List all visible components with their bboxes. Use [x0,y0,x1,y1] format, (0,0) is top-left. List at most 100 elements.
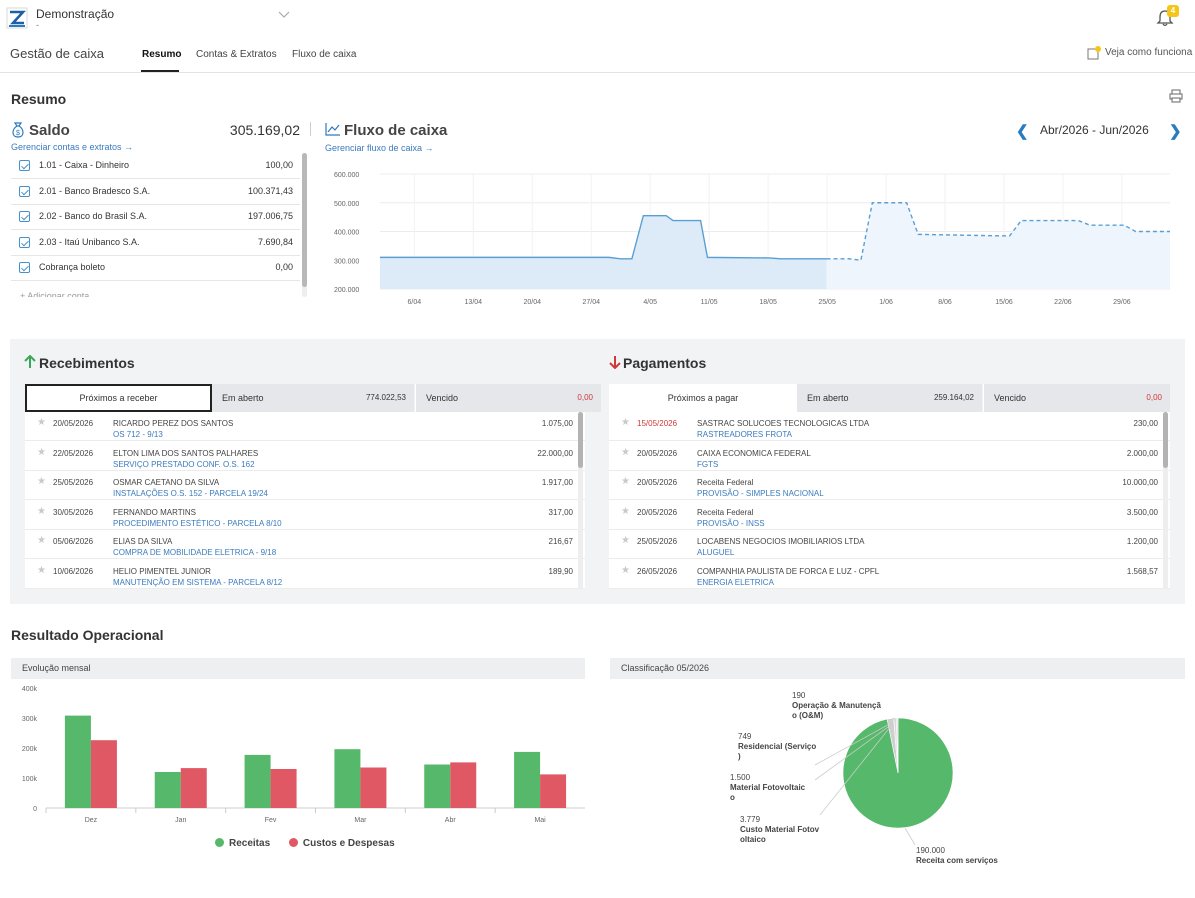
item-description[interactable]: PROVISÃO - SIMPLES NACIONAL [697,489,824,499]
item-name: SASTRAC SOLUCOES TECNOLOGICAS LTDA [697,419,870,428]
star-icon[interactable]: ★ [621,446,630,458]
y-tick-label: 200k [22,746,38,753]
list-item[interactable]: ★ 20/05/2026 RICARDO PEREZ DOS SANTOS OS 71… [25,412,585,441]
star-icon[interactable]: ★ [621,505,630,517]
list-item[interactable]: ★ 26/05/2026 COMPANHIA PAULISTA DE FORCA E… [609,560,1170,589]
tab-vencido-receber[interactable]: Vencido 0,00 [415,384,601,412]
x-tick-label: 29/06 [1113,299,1131,306]
star-icon[interactable]: ★ [621,565,630,576]
next-period-button[interactable]: ❯ [1169,123,1182,140]
item-description[interactable]: INSTALAÇÕES O.S. 152 - PARCELA 19/24 [113,489,268,499]
account-row[interactable]: 2.02 - Banco do Brasil S.A. 197.006,75 [11,204,300,231]
tab-amount: 259.164,02 [933,393,974,402]
account-checkbox[interactable] [19,211,30,223]
star-icon[interactable]: ★ [37,446,46,458]
line-chart-icon [325,123,340,136]
list-item[interactable]: ★ 25/05/2026 OSMAR CAETANO DA SILVA INSTALA… [25,471,585,501]
scrollbar-thumb[interactable] [302,153,307,287]
company-name[interactable]: Demonstração [36,7,115,21]
item-name: RICARDO PEREZ DOS SANTOS [113,419,234,428]
legend-custos[interactable]: Custos e Despesas [302,838,395,849]
star-icon[interactable]: ★ [37,565,46,576]
account-checkbox[interactable] [19,236,30,248]
pie-leader-line [889,717,896,721]
star-icon[interactable]: ★ [37,476,46,488]
x-tick-label: 27/04 [582,299,600,306]
bar [244,754,271,808]
scrollbar-thumb[interactable] [578,412,583,468]
account-row[interactable]: Cobrança boleto 0,00 [11,255,300,282]
list-item[interactable]: ★ 22/05/2026 ELTON LIMA DOS SANTOS PALHARE… [25,442,585,471]
item-description[interactable]: ENERGIA ELETRICA [697,578,774,587]
item-description[interactable]: SERVIÇO PRESTADO CONF. O.S. 162 [113,459,255,469]
item-description[interactable]: PROCEDIMENTO ESTÉTICO - PARCELA 8/10 [113,518,282,528]
tab-proximos-pagar[interactable]: Próximos a pagar [609,384,797,412]
list-item[interactable]: ★ 25/05/2026 LOCABENS NEGOCIOS IMOBILIARIO… [609,530,1170,560]
add-account-link[interactable]: + Adicionar conta [20,291,90,297]
star-icon[interactable]: ★ [621,417,630,428]
list-item[interactable]: ★ 05/06/2026 ELIAS DA SILVA COMPRA DE MOBIL… [25,530,585,560]
star-icon[interactable]: ★ [37,505,46,517]
item-description[interactable]: COMPRA DE MOBILIDADE ELETRICA - 9/18 [113,548,277,558]
account-checkbox[interactable] [19,185,30,197]
star-icon[interactable]: ★ [37,417,46,428]
item-description[interactable]: ALUGUEL [697,548,735,558]
list-item[interactable]: ★ 20/05/2026 Receita Federal PROVISÃO - SIM… [609,471,1170,501]
tab-contas-extratos[interactable]: Contas & Extratos [196,49,277,60]
item-amount: 3.500,00 [1126,507,1158,517]
pie-label-text: ) [738,752,741,761]
account-balance: 100,00 [265,160,293,170]
account-checkbox[interactable] [19,160,30,171]
account-checkbox[interactable] [19,262,30,274]
book-icon[interactable] [1087,46,1101,60]
tab-resumo[interactable]: Resumo [142,49,182,60]
item-description[interactable]: FGTS [697,459,719,469]
tab-proximos-receber[interactable]: Próximos a receber [25,384,212,412]
star-icon[interactable]: ★ [37,535,46,547]
item-amount: 216,67 [548,537,573,547]
prev-period-button[interactable]: ❮ [1016,123,1029,140]
list-item[interactable]: ★ 20/05/2026 CAIXA ECONOMICA FEDERAL FGTS 2.… [609,442,1170,471]
manage-fluxo-link[interactable]: Gerenciar fluxo de caixa → [325,143,434,153]
item-description[interactable]: MANUTENÇÃO EM SISTEMA - PARCELA 8/12 [113,578,283,587]
list-item[interactable]: ★ 30/05/2026 FERNANDO MARTINS PROCEDIMENTO … [25,501,585,530]
legend-receitas[interactable]: Receitas [229,838,271,849]
tab-em-aberto-receber[interactable]: Em aberto 774.022,53 [212,384,414,412]
tab-em-aberto-pagar[interactable]: Em aberto 259.164,02 [797,384,982,412]
recebimentos-scrollbar[interactable] [578,412,583,589]
account-row[interactable]: 1.01 - Caixa - Dinheiro 100,00 [11,153,300,179]
notification-badge: 4 [1167,5,1179,17]
account-name: 1.01 - Caixa - Dinheiro [39,160,130,170]
item-description[interactable]: PROVISÃO - INSS [697,518,765,528]
pie-label-text: o [730,793,735,802]
help-link[interactable]: Veja como funciona [1105,47,1193,58]
chevron-down-icon[interactable] [278,8,290,20]
item-description[interactable]: RASTREADORES FROTA [697,430,792,439]
item-description[interactable]: OS 712 - 9/13 [113,430,163,439]
list-item[interactable]: ★ 20/05/2026 Receita Federal PROVISÃO - INS… [609,501,1170,530]
scrollbar-thumb[interactable] [1163,412,1168,468]
item-name: OSMAR CAETANO DA SILVA [113,478,220,488]
star-icon[interactable]: ★ [621,476,630,488]
page-title: Gestão de caixa [10,46,104,61]
manage-accounts-link[interactable]: Gerenciar contas e extratos → [11,142,134,152]
item-name: Receita Federal [697,478,754,488]
pagamentos-scrollbar[interactable] [1163,412,1168,589]
tab-fluxo-de-caixa[interactable]: Fluxo de caixa [292,49,357,60]
tab-vencido-pagar[interactable]: Vencido 0,00 [983,384,1170,412]
account-list-scrollbar[interactable] [302,153,307,297]
star-icon[interactable]: ★ [621,535,630,547]
account-row[interactable]: 2.01 - Banco Bradesco S.A. 100.371,43 [11,179,300,205]
divider [310,122,311,136]
bar [424,764,451,808]
fluxo-chart: 600.000 500.000 400.000 300.000 200.000 6/04 1… [334,172,1170,306]
account-row[interactable]: 2.03 - Itaú Unibanco S.A. 7.690,84 [11,230,300,256]
list-item[interactable]: ★ 10/06/2026 HELIO PIMENTEL JUNIOR MANUTENÇ… [25,560,585,589]
pie-label-value: 190 [792,691,806,700]
x-tick-label: Fev [265,817,277,824]
pie-label-value: 749 [738,732,752,741]
x-tick-label: 15/06 [995,299,1013,306]
print-icon[interactable] [1169,89,1183,103]
item-amount: 317,00 [548,507,573,517]
list-item[interactable]: ★ 15/05/2026 SASTRAC SOLUCOES TECNOLOGICAS… [609,412,1170,441]
